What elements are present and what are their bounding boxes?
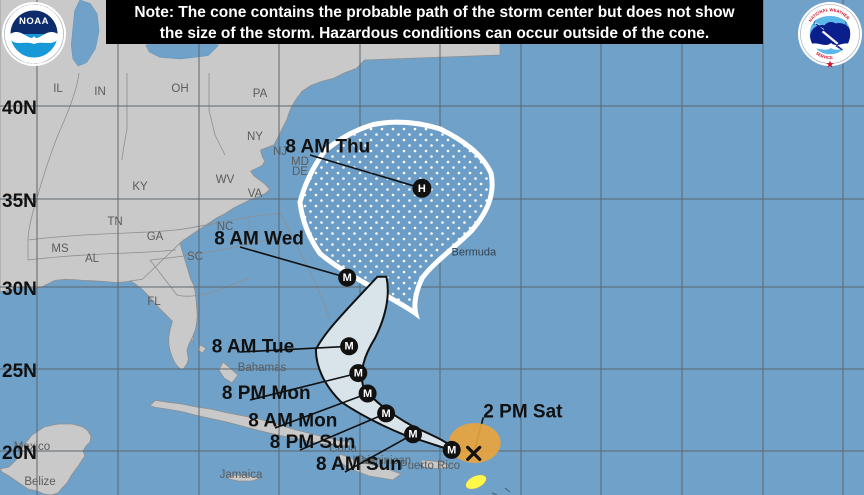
svg-text:AL: AL — [85, 253, 100, 265]
svg-text:MS: MS — [51, 243, 69, 255]
svg-text:30N: 30N — [2, 279, 37, 300]
svg-text:8 AM Wed: 8 AM Wed — [214, 229, 304, 250]
svg-text:20N: 20N — [2, 443, 37, 464]
svg-text:VA: VA — [248, 188, 263, 200]
svg-text:2 PM Sat: 2 PM Sat — [483, 401, 563, 422]
svg-text:8 AM Mon: 8 AM Mon — [248, 411, 337, 432]
svg-text:Puerto Rico: Puerto Rico — [400, 460, 460, 472]
svg-text:M: M — [447, 444, 456, 456]
svg-text:25N: 25N — [2, 361, 37, 382]
svg-text:M: M — [343, 272, 352, 284]
svg-text:M: M — [363, 388, 372, 400]
svg-text:8 PM Mon: 8 PM Mon — [222, 383, 311, 404]
svg-text:8 AM Thu: 8 AM Thu — [285, 137, 370, 158]
svg-text:KY: KY — [132, 181, 148, 193]
svg-text:8 PM Sun: 8 PM Sun — [270, 432, 356, 453]
svg-text:H: H — [418, 183, 426, 195]
svg-text:WV: WV — [216, 174, 235, 186]
svg-text:IN: IN — [94, 86, 106, 98]
svg-text:NOAA: NOAA — [19, 16, 49, 27]
svg-text:IL: IL — [53, 83, 63, 95]
svg-text:OH: OH — [171, 83, 188, 95]
svg-text:M: M — [382, 408, 391, 420]
svg-text:8 AM Tue: 8 AM Tue — [212, 337, 294, 358]
svg-text:8 AM Sun: 8 AM Sun — [316, 454, 402, 475]
svg-text:PA: PA — [253, 88, 268, 100]
svg-text:40N: 40N — [2, 98, 37, 119]
svg-text:Bermuda: Bermuda — [452, 247, 498, 259]
svg-text:M: M — [354, 368, 363, 380]
svg-text:Jamaica: Jamaica — [220, 469, 263, 481]
svg-text:TN: TN — [107, 216, 122, 228]
svg-text:NY: NY — [247, 131, 263, 143]
svg-text:GA: GA — [147, 231, 164, 243]
svg-text:Belize: Belize — [24, 476, 55, 488]
svg-text:M: M — [345, 341, 354, 353]
svg-text:35N: 35N — [2, 191, 37, 212]
svg-text:FL: FL — [147, 296, 161, 308]
svg-text:DE: DE — [292, 166, 308, 178]
svg-text:M: M — [408, 429, 417, 441]
svg-text:SC: SC — [187, 251, 203, 263]
